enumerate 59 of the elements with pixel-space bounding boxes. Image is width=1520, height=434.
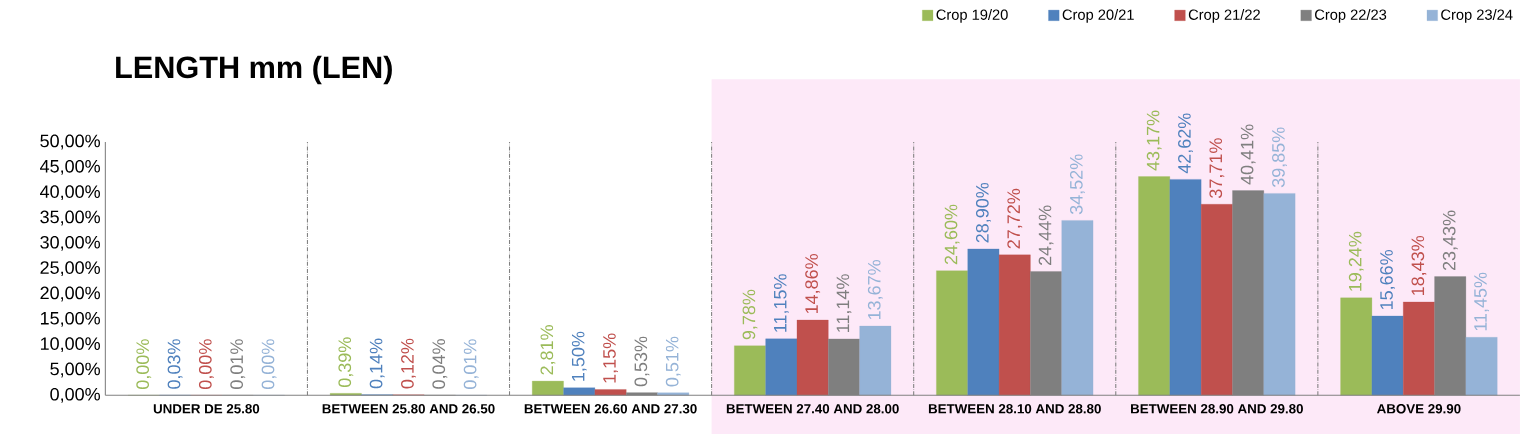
data-label: 43,17%: [1146, 110, 1162, 171]
y-tick-label: 15,00%: [40, 311, 100, 327]
data-label: 1,50%: [571, 331, 587, 381]
data-label: 13,67%: [867, 260, 883, 320]
data-label: 42,62%: [1178, 113, 1193, 174]
data-label: 24,60%: [944, 204, 960, 265]
legend-label: Crop 23/24: [1441, 9, 1513, 23]
data-label: 0,00%: [261, 339, 277, 390]
data-label: 34,52%: [1069, 154, 1085, 215]
data-label: 11,14%: [836, 274, 852, 332]
y-tick-label: 50,00%: [40, 134, 100, 150]
data-label: 0,01%: [463, 339, 479, 389]
data-label: 1,15%: [603, 333, 618, 383]
data-label: 39,85%: [1272, 127, 1287, 188]
data-label: 15,66%: [1380, 249, 1395, 309]
x-tick-label: UNDER DE 25.80: [153, 404, 260, 414]
data-label: 37,71%: [1209, 138, 1225, 198]
y-tick-label: 45,00%: [40, 159, 100, 175]
y-tick-label: 40,00%: [40, 185, 100, 201]
data-label: 0,14%: [369, 338, 385, 389]
data-label: 0,00%: [136, 339, 152, 390]
x-tick-label: BETWEEN 28.90 AND 29.80: [1131, 404, 1303, 414]
y-tick-label: 5,00%: [50, 362, 100, 378]
y-tick-label: 0,00%: [50, 387, 100, 403]
y-tick-label: 25,00%: [40, 261, 100, 277]
data-label: 40,41%: [1240, 124, 1256, 185]
data-label: 0,03%: [167, 339, 183, 389]
data-label: 0,00%: [198, 339, 214, 390]
data-label: 11,45%: [1474, 272, 1489, 331]
data-label: 23,43%: [1442, 210, 1458, 271]
legend-label: Crop 22/23: [1315, 9, 1387, 23]
data-label: 0,04%: [432, 339, 448, 389]
data-label: 0,51%: [665, 336, 681, 387]
data-label: 24,44%: [1038, 205, 1054, 265]
data-label: 9,78%: [742, 289, 758, 340]
x-tick-label: ABOVE 29.90: [1377, 404, 1461, 414]
y-tick-label: 35,00%: [40, 210, 100, 226]
data-label: 28,90%: [975, 182, 991, 243]
chart-title: LENGTH mm (LEN): [116, 55, 392, 85]
data-label: 0,39%: [338, 337, 354, 388]
x-tick-label: BETWEEN 28.10 AND 28.80: [928, 404, 1101, 414]
legend-label: Crop 19/20: [936, 9, 1008, 23]
data-label: 14,86%: [805, 254, 821, 314]
data-label: 0,53%: [634, 336, 650, 387]
data-label: 27,72%: [1007, 188, 1023, 249]
x-tick-label: BETWEEN 27.40 AND 28.00: [726, 404, 899, 414]
x-tick-label: BETWEEN 26.60 AND 27.30: [524, 404, 697, 414]
y-tick-label: 20,00%: [40, 286, 100, 302]
legend-label: Crop 20/21: [1062, 9, 1134, 23]
data-label: 0,01%: [230, 339, 246, 389]
data-label: 19,24%: [1348, 231, 1364, 291]
x-tick-label: BETWEEN 25.80 AND 26.50: [322, 404, 495, 414]
data-label: 2,81%: [540, 325, 556, 375]
data-label: 11,15%: [773, 274, 789, 332]
y-tick-label: 10,00%: [40, 337, 100, 353]
legend-label: Crop 21/22: [1188, 9, 1260, 23]
data-label: 18,43%: [1411, 235, 1427, 295]
data-label: 0,12%: [401, 338, 416, 389]
y-tick-label: 30,00%: [40, 235, 100, 251]
